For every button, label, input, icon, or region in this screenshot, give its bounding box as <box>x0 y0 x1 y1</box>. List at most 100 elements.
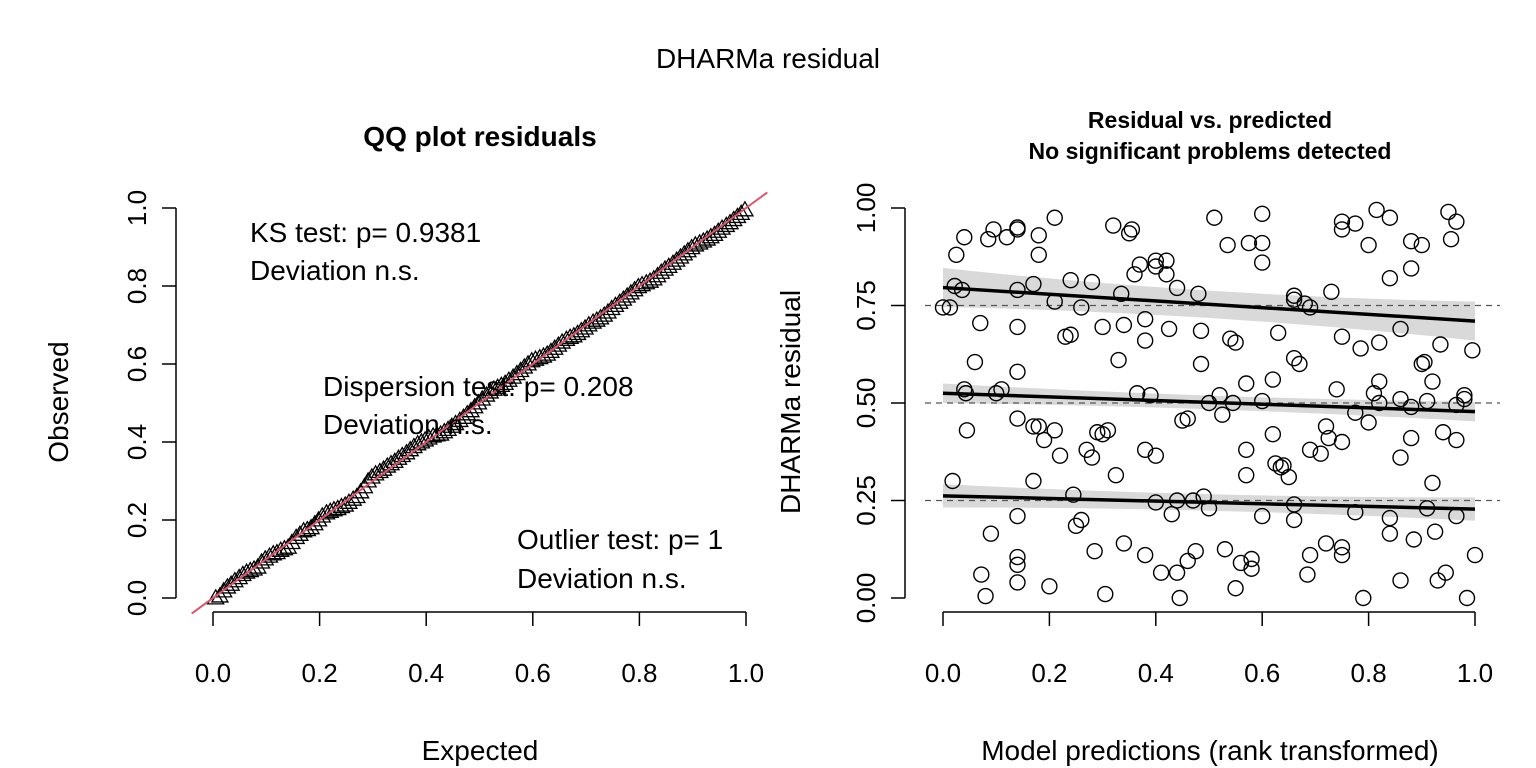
residual-point <box>1097 585 1114 603</box>
residual-point <box>1253 392 1271 410</box>
residual-point <box>1168 564 1186 581</box>
residual-point <box>1317 418 1335 435</box>
residual-point <box>1147 258 1165 275</box>
residual-point <box>946 277 963 295</box>
residual-point <box>1347 404 1364 421</box>
residual-point <box>1333 546 1351 564</box>
residual-point <box>1323 283 1340 301</box>
residual-point <box>1219 236 1236 254</box>
rvp-y-axis-label: DHARMa residual <box>775 290 806 514</box>
qq-plot-panel: QQ plot residuals Expected Observed 0.0 0… <box>43 121 768 766</box>
qq-axes: 0.0 0.2 0.4 0.6 0.8 1.0 0.0 0.2 0.4 0.6 0.8 1.0 <box>122 190 764 688</box>
residual-point <box>1301 299 1319 316</box>
quantile-line <box>942 494 1476 511</box>
residual-point <box>1158 252 1175 269</box>
residual-point <box>1152 564 1170 581</box>
residual-point <box>1413 355 1431 373</box>
residual-point <box>982 525 1000 542</box>
residual-point <box>1466 546 1484 564</box>
residual-point <box>1192 322 1210 340</box>
rvp-y-tick-label: 0.00 <box>851 573 881 624</box>
residual-point <box>1222 330 1239 347</box>
residual-point <box>1073 299 1090 316</box>
residual-point <box>1253 254 1271 271</box>
residual-point <box>1365 385 1383 402</box>
residual-point <box>1067 517 1085 535</box>
residual-point <box>1094 426 1111 443</box>
residual-point <box>1009 556 1026 574</box>
residual-point <box>1030 227 1047 244</box>
residual-point <box>1240 234 1258 252</box>
residual-point <box>1267 455 1284 472</box>
ks-test-line2: Deviation n.s. <box>250 255 420 286</box>
residual-point <box>1285 287 1303 304</box>
residual-point <box>1333 213 1351 230</box>
residual-point <box>1392 572 1409 589</box>
qq-point <box>393 446 412 463</box>
residual-point <box>977 587 994 605</box>
rvp-axes: 0.0 0.2 0.4 0.6 0.8 1.0 0.00 0.25 0.50 0.75 1.00 <box>851 183 1493 688</box>
residual-point <box>1136 546 1154 564</box>
residual-point <box>1136 332 1154 349</box>
residual-point <box>1253 507 1271 525</box>
rvp-x-tick-label: 0.8 <box>1351 658 1387 688</box>
qq-point <box>568 324 587 341</box>
residual-point <box>973 566 990 583</box>
residual-point <box>1120 225 1138 242</box>
residual-point <box>1347 215 1364 232</box>
qq-point <box>564 326 583 343</box>
residual-point <box>1253 205 1271 223</box>
qq-point <box>389 448 408 465</box>
qq-point <box>659 257 678 274</box>
residual-point <box>1355 589 1372 607</box>
residual-point <box>1105 217 1122 234</box>
residual-point <box>1030 246 1047 264</box>
qq-y-tick-label: 1.0 <box>122 190 152 226</box>
residual-point <box>956 229 973 246</box>
residual-point <box>1046 422 1063 439</box>
residual-point <box>1291 355 1308 373</box>
residual-point <box>1073 511 1090 529</box>
residual-point <box>1051 447 1069 464</box>
qq-point <box>370 462 389 479</box>
qq-point <box>401 440 420 457</box>
qq-point <box>298 520 317 537</box>
residual-point <box>1429 572 1446 589</box>
qq-point <box>712 218 732 235</box>
residual-point <box>1381 209 1399 226</box>
residual-point <box>1094 318 1111 336</box>
residual-point <box>1360 414 1377 431</box>
qq-plot-title: QQ plot residuals <box>363 121 596 152</box>
residual-point <box>1402 232 1420 250</box>
qq-point <box>522 351 541 368</box>
qq-x-tick-label: 1.0 <box>728 658 764 688</box>
qq-point <box>667 250 686 267</box>
qq-point <box>385 452 404 469</box>
residual-point <box>1381 270 1399 287</box>
rvp-y-tick-label: 0.75 <box>851 280 881 331</box>
ks-test-annotation: KS test: p= 0.9381 Deviation n.s. <box>250 217 481 286</box>
qq-point <box>374 459 393 476</box>
qq-x-tick-label: 0.4 <box>408 658 444 688</box>
residual-point <box>985 221 1002 238</box>
residual-point <box>1381 525 1399 542</box>
residual-point <box>1206 209 1223 226</box>
residual-point <box>1312 445 1329 462</box>
residual-point <box>1113 285 1130 302</box>
residual-point <box>1253 234 1271 252</box>
qq-point <box>397 443 416 460</box>
residual-point <box>1333 221 1351 238</box>
qq-point <box>652 262 671 279</box>
residual-point <box>1285 291 1303 308</box>
residual-point <box>1392 390 1409 408</box>
residual-point <box>1147 447 1165 464</box>
residual-point <box>1227 580 1244 597</box>
residual-point <box>1269 324 1287 341</box>
residual-point <box>1009 318 1026 336</box>
residual-point <box>1368 201 1385 219</box>
qq-point <box>545 338 564 355</box>
residual-point <box>1136 441 1154 458</box>
residual-point <box>1065 486 1082 503</box>
residual-point <box>1456 390 1473 408</box>
